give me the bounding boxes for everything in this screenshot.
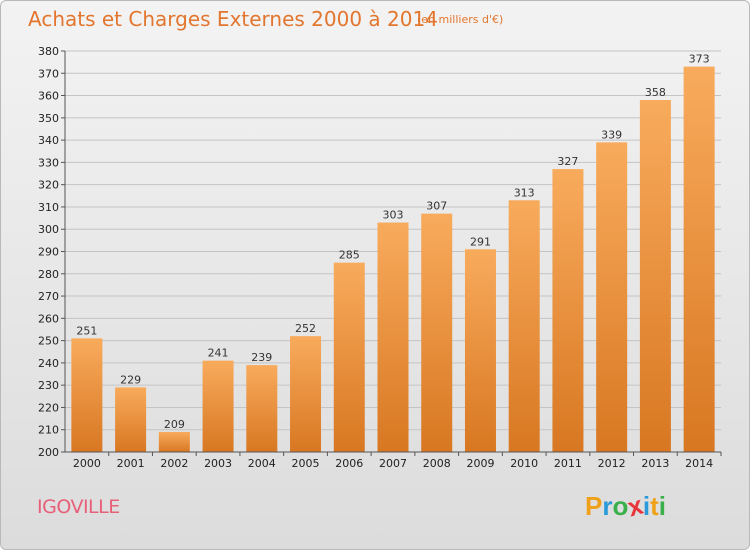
bar	[290, 336, 322, 452]
x-tick-label: 2002	[160, 457, 188, 470]
bar	[158, 431, 190, 452]
data-label: 327	[557, 155, 578, 168]
logo-letter: i	[658, 491, 666, 521]
data-label: 285	[339, 249, 360, 262]
data-label: 241	[208, 347, 229, 360]
bar	[115, 387, 147, 452]
y-tick-label: 320	[38, 179, 59, 192]
x-tick-label: 2008	[423, 457, 451, 470]
y-tick-label: 300	[38, 223, 59, 236]
y-tick-label: 280	[38, 268, 59, 281]
logo-letter: o	[612, 491, 629, 521]
y-tick-label: 380	[38, 45, 59, 58]
logo-letter: t	[650, 491, 659, 521]
y-tick-label: 360	[38, 90, 59, 103]
bar	[377, 222, 409, 452]
bar	[683, 66, 715, 452]
y-axis: 200 210 220 230 240 250 260 270 280 290 300 310 320 3…	[38, 45, 66, 459]
logo-letter: i	[642, 491, 651, 521]
y-tick-label: 340	[38, 134, 59, 147]
y-tick-label: 310	[38, 201, 59, 214]
y-tick-label: 290	[38, 246, 59, 259]
bar	[246, 365, 278, 452]
x-tick-label: 2007	[379, 457, 407, 470]
x-tick-label: 2009	[466, 457, 494, 470]
bar	[508, 200, 540, 452]
y-tick-label: 230	[38, 379, 59, 392]
bar	[639, 100, 671, 452]
y-tick-label: 350	[38, 112, 59, 125]
data-label: 251	[76, 324, 97, 337]
bar	[202, 360, 234, 452]
y-tick-label: 210	[38, 424, 59, 437]
x-tick-label: 2014	[685, 457, 713, 470]
bar	[464, 249, 496, 452]
commune-name: IGOVILLE	[37, 496, 120, 518]
x-tick-label: 2005	[292, 457, 320, 470]
data-label: 373	[689, 53, 710, 66]
bar	[333, 262, 365, 452]
x-axis: 2000 2001 2002 2003 2004 2005 2006 2007 2008 2009…	[65, 451, 722, 470]
proxiti-logo: Proxiti	[585, 490, 666, 523]
bar	[421, 213, 453, 452]
y-tick-label: 270	[38, 290, 59, 303]
data-label: 307	[426, 200, 447, 213]
bar	[596, 142, 628, 453]
x-tick-label: 2011	[554, 457, 582, 470]
logo-letter: r	[602, 491, 613, 521]
data-label: 229	[120, 373, 141, 386]
chart-title: Achats et Charges Externes 2000 à 2014	[28, 7, 438, 31]
x-tick-label: 2001	[117, 457, 145, 470]
x-tick-label: 2006	[335, 457, 363, 470]
data-label: 239	[251, 351, 272, 364]
bars: 251 229 209 241 239 252 285 303 307 291 313 327 339 3…	[71, 53, 715, 453]
x-tick-label: 2004	[248, 457, 276, 470]
data-label: 291	[470, 235, 491, 248]
x-tick-label: 2003	[204, 457, 232, 470]
data-label: 358	[645, 86, 666, 99]
data-label: 339	[601, 128, 622, 141]
data-label: 303	[383, 209, 404, 222]
logo-letter: P	[585, 491, 603, 521]
bar	[71, 338, 103, 452]
data-label: 252	[295, 322, 316, 335]
y-tick-label: 240	[38, 357, 59, 370]
x-tick-label: 2013	[641, 457, 669, 470]
x-tick-label: 2012	[598, 457, 626, 470]
y-tick-label: 370	[38, 67, 59, 80]
x-tick-label: 2010	[510, 457, 538, 470]
y-tick-label: 220	[38, 401, 59, 414]
y-tick-label: 330	[38, 156, 59, 169]
x-tick-label: 2000	[73, 457, 101, 470]
y-tick-label: 200	[38, 446, 59, 459]
data-label: 313	[514, 186, 535, 199]
unit-label: (en milliers d'€)	[417, 13, 504, 26]
data-label: 209	[164, 418, 185, 431]
bar	[552, 169, 584, 453]
y-tick-label: 250	[38, 335, 59, 348]
y-tick-label: 260	[38, 312, 59, 325]
